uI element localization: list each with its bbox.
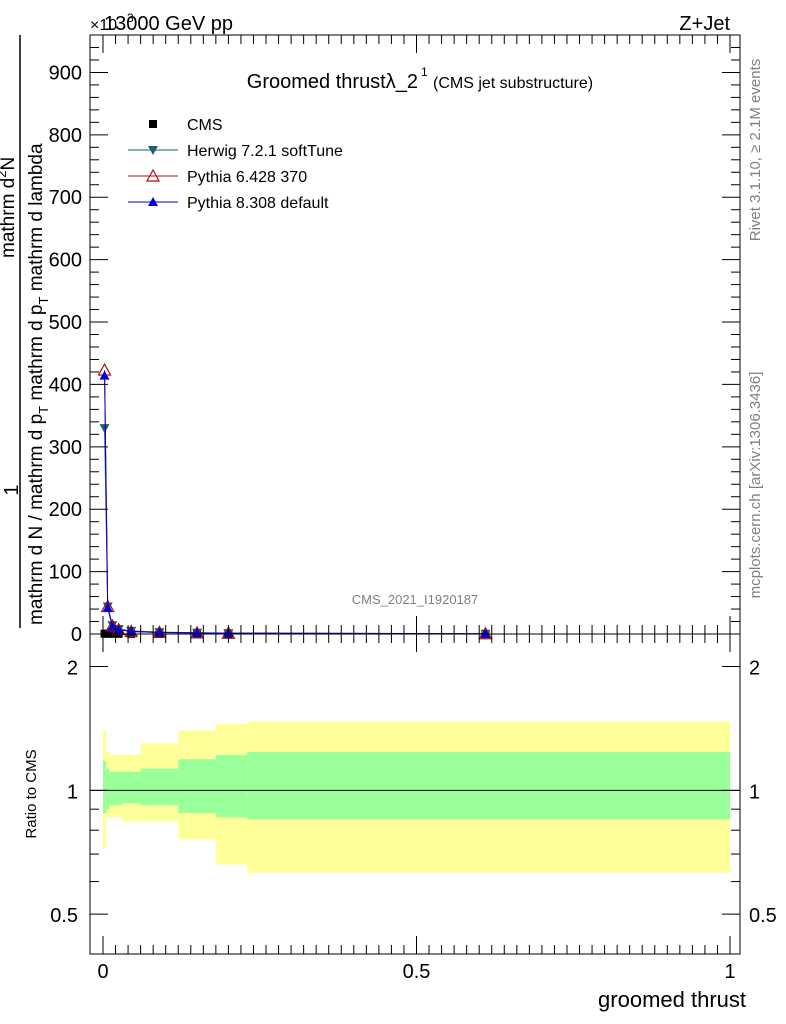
x-tick-label: 1	[724, 961, 735, 983]
y-tick-label: 800	[49, 125, 82, 147]
y-tick-label: 700	[49, 187, 82, 209]
chart-subtitle: (CMS jet substructure)	[433, 75, 593, 92]
band-stat	[215, 754, 248, 818]
y-tick-label: 900	[49, 62, 82, 84]
legend-entry: Pythia 8.308 default	[128, 195, 329, 212]
band-stat	[178, 759, 216, 814]
legend: CMS Herwig 7.2.1 softTune Pythia 6.428 370…	[128, 117, 343, 212]
ratio-ticks	[90, 634, 740, 954]
band-stat	[121, 771, 141, 804]
data-point	[192, 627, 203, 637]
ylabel-denominator: mathrm d N / mathrm d pT mathrm d pT mat…	[26, 143, 51, 625]
y-tick-label: 600	[49, 250, 82, 272]
y-tick-label: 500	[49, 312, 82, 334]
legend-label: Herwig 7.2.1 softTune	[187, 143, 343, 160]
data-point	[102, 602, 113, 612]
legend-label: Pythia 6.428 370	[187, 169, 307, 186]
y-tick-label: 0	[71, 624, 82, 646]
ratio-y-tick-label: 2	[67, 658, 78, 680]
chart-title: Groomed thrustλ_2	[247, 71, 418, 93]
data-point	[113, 624, 124, 634]
xtick-labels: 0 0.5 1	[97, 961, 735, 983]
data-point	[126, 626, 137, 636]
x-axis-label: groomed thrust	[598, 987, 746, 1012]
mcplots-label: mcplots.cern.ch [arXiv:1306.3436]	[747, 372, 764, 599]
legend-entry: CMS	[149, 117, 223, 134]
band-stat	[140, 768, 179, 806]
main-panel: 0 100 200 300 400 500 600 700 800 900 Groomed thr…	[0, 34, 741, 646]
data-point	[480, 628, 491, 638]
ratio-y-tick-label: 1	[67, 781, 78, 803]
data-point	[149, 120, 157, 128]
ylabel-numerator: mathrm d2N	[0, 157, 19, 258]
chart-title-sup: 1	[421, 65, 428, 79]
ratio-bands	[103, 721, 730, 873]
data-point	[148, 197, 158, 206]
data-point	[99, 370, 110, 380]
ratio-panel: 0.5 0.51 12 2 0 0.5 1 Ratio to CMS groomed th…	[23, 633, 777, 1012]
ratio-ylabel: Ratio to CMS	[23, 749, 40, 838]
data-point	[148, 146, 158, 155]
x-tick-label: 0.5	[403, 961, 431, 983]
data-point	[99, 424, 110, 434]
band-stat	[109, 771, 122, 806]
energy-label: 13000 GeV pp	[104, 13, 233, 35]
ratio-y-tick-label: 2	[749, 658, 760, 680]
ratio-y-tick-label: 1	[749, 781, 760, 803]
x-tick-label: 0	[97, 961, 108, 983]
legend-entry: Pythia 6.428 370	[128, 168, 307, 186]
ratio-y-tick-label: 0.5	[50, 905, 78, 927]
ylabel-top: 1	[1, 484, 23, 495]
ratio-ytick-labels: 0.5 0.5 1 1 2 2	[50, 658, 777, 928]
band-stat	[247, 751, 730, 820]
legend-entry: Herwig 7.2.1 softTune	[128, 143, 343, 160]
y-tick-label: 300	[49, 437, 82, 459]
legend-label: Pythia 8.308 default	[187, 195, 329, 212]
data-point	[107, 621, 118, 631]
y-tick-label: 400	[49, 374, 82, 396]
ratio-frame	[89, 633, 741, 955]
y-tick-label: 200	[49, 499, 82, 521]
exponent-label: ×10	[90, 17, 117, 34]
band-stat	[106, 768, 110, 810]
rivet-label: Rivet 3.1.10, ≥ 2.1M events	[747, 59, 764, 242]
main-ytick-labels: 0 100 200 300 400 500 600 700 800 900	[49, 62, 82, 646]
ratio-y-tick-label: 0.5	[749, 905, 777, 927]
main-ticks	[90, 35, 740, 635]
y-axis-label: 1 mathrm d N / mathrm d pT mathrm d pT m…	[0, 35, 51, 628]
legend-label: CMS	[187, 117, 223, 134]
data-point	[145, 168, 161, 182]
exponent-power: 3	[127, 11, 134, 25]
process-label: Z+Jet	[679, 13, 730, 35]
y-tick-label: 100	[49, 562, 82, 584]
series-3	[99, 370, 491, 638]
band-stat	[103, 760, 107, 814]
watermark: CMS_2021_I1920187	[352, 592, 479, 607]
